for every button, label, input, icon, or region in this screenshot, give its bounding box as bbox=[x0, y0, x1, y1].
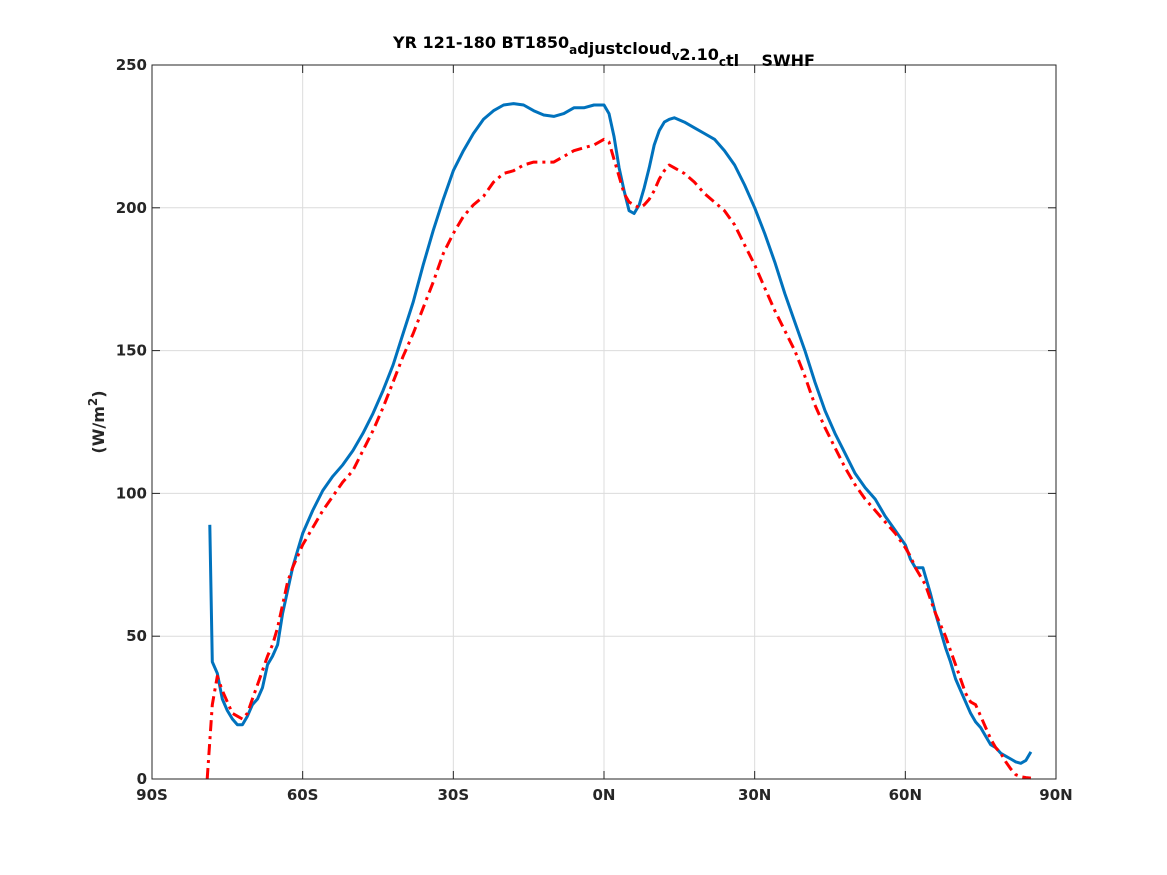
x-tick-label: 90S bbox=[136, 786, 168, 804]
x-tick-label: 60N bbox=[889, 786, 922, 804]
y-tick-label: 250 bbox=[116, 56, 147, 74]
series-line-2 bbox=[205, 137, 1032, 780]
title-subscript: c bbox=[719, 55, 726, 69]
y-tick-label: 0 bbox=[137, 770, 147, 788]
title-segment: YR 121-180 BT1850 bbox=[392, 33, 569, 52]
x-tick-label: 90N bbox=[1039, 786, 1072, 804]
y-axis-label-superscript: 2 bbox=[86, 398, 100, 406]
y-axis-label-text: (W/m bbox=[89, 406, 108, 453]
y-tick-labels: 0 50 100 150 200 250 bbox=[116, 56, 147, 788]
x-tick-label: 30N bbox=[738, 786, 771, 804]
tick-marks bbox=[151, 64, 1057, 780]
series-layer bbox=[205, 102, 1033, 780]
title-subscript: a bbox=[569, 43, 577, 57]
y-axis-label: (W/m2) bbox=[86, 390, 108, 453]
y-tick-label: 150 bbox=[116, 342, 147, 360]
x-tick-label: 0N bbox=[593, 786, 616, 804]
series-line-1 bbox=[208, 102, 1033, 765]
title-subscript: v bbox=[672, 49, 680, 63]
title-segment: tl SWHF bbox=[726, 51, 815, 70]
x-tick-label: 60S bbox=[287, 786, 319, 804]
x-tick-label: 30S bbox=[437, 786, 469, 804]
title-segment: djustcloud bbox=[577, 39, 671, 58]
y-tick-label: 200 bbox=[116, 199, 147, 217]
y-axis-label-suffix: ) bbox=[89, 390, 108, 397]
chart-title: YR 121-180 BT1850adjustcloudv2.10ctl SWH… bbox=[392, 33, 815, 70]
y-tick-label: 50 bbox=[126, 627, 147, 645]
y-tick-label: 100 bbox=[116, 484, 147, 502]
title-segment: 2.10 bbox=[679, 45, 718, 64]
x-tick-labels: 90S 60S 30S 0N 30N 60N 90N bbox=[136, 786, 1073, 804]
